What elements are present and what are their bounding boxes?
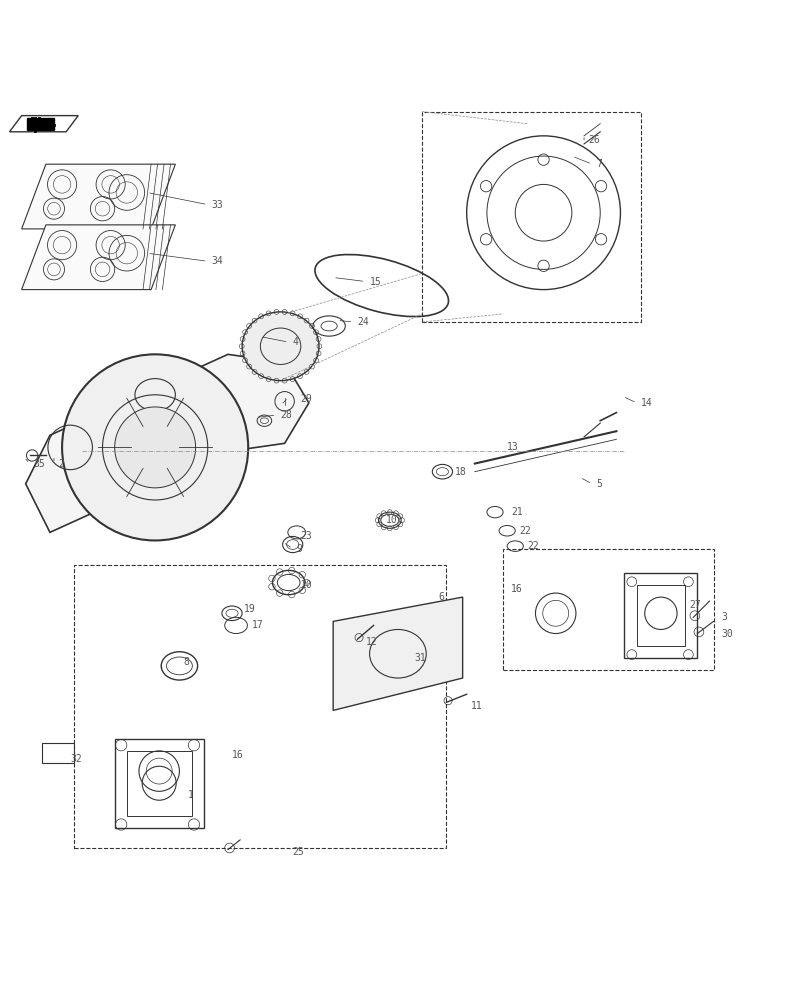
- Text: 12: 12: [365, 637, 377, 647]
- Polygon shape: [28, 118, 54, 130]
- Text: 14: 14: [640, 398, 651, 408]
- Text: 18: 18: [454, 467, 466, 477]
- Text: 32: 32: [70, 754, 82, 764]
- Ellipse shape: [114, 407, 195, 488]
- Text: 16: 16: [232, 750, 243, 760]
- Text: 19: 19: [244, 604, 255, 614]
- Text: 5: 5: [595, 479, 601, 489]
- Text: 13: 13: [507, 442, 518, 452]
- Text: 7: 7: [595, 159, 601, 169]
- Ellipse shape: [62, 354, 248, 540]
- Text: 2: 2: [58, 459, 64, 469]
- Text: 25: 25: [292, 847, 304, 857]
- Polygon shape: [22, 164, 175, 229]
- Text: 21: 21: [511, 507, 522, 517]
- Text: 16: 16: [511, 584, 522, 594]
- Text: 26: 26: [587, 135, 599, 145]
- Text: 8: 8: [183, 657, 189, 667]
- Text: 33: 33: [212, 200, 223, 210]
- Text: 28: 28: [281, 410, 292, 420]
- Text: 6: 6: [438, 592, 444, 602]
- Text: 4: 4: [292, 337, 298, 347]
- Text: 10: 10: [385, 515, 397, 525]
- Text: 24: 24: [357, 317, 369, 327]
- Polygon shape: [22, 225, 175, 290]
- Text: 35: 35: [34, 459, 45, 469]
- Text: 15: 15: [369, 277, 381, 287]
- Ellipse shape: [242, 312, 319, 381]
- Text: 3: 3: [721, 612, 727, 622]
- Text: 34: 34: [212, 256, 223, 266]
- Ellipse shape: [369, 636, 426, 688]
- Polygon shape: [26, 354, 308, 532]
- Text: 11: 11: [470, 701, 482, 711]
- Text: 22: 22: [526, 541, 539, 551]
- Polygon shape: [10, 116, 78, 132]
- Text: 29: 29: [300, 394, 312, 404]
- Text: 23: 23: [300, 531, 312, 541]
- Text: 31: 31: [414, 653, 425, 663]
- Text: 27: 27: [689, 600, 700, 610]
- Polygon shape: [333, 597, 462, 710]
- Text: 9: 9: [296, 544, 303, 554]
- Text: 20: 20: [300, 580, 312, 590]
- Text: 17: 17: [252, 620, 264, 630]
- Text: 1: 1: [187, 790, 193, 800]
- Text: 30: 30: [721, 629, 732, 639]
- Text: 22: 22: [519, 526, 530, 536]
